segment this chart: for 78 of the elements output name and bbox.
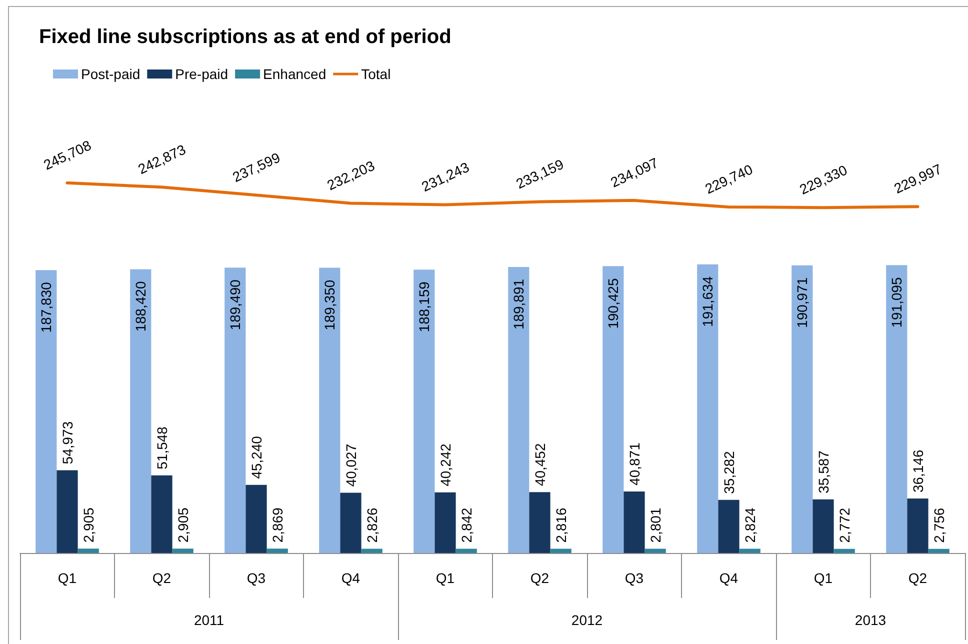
bar xyxy=(130,269,152,553)
legend-label: Post-paid xyxy=(81,66,140,82)
legend-label: Enhanced xyxy=(263,66,326,82)
data-label: 191,095 xyxy=(888,276,905,328)
bar xyxy=(246,484,267,553)
bar xyxy=(907,498,928,553)
bar xyxy=(792,265,813,553)
bar xyxy=(928,548,950,553)
bar xyxy=(718,500,740,553)
bar xyxy=(624,491,645,553)
data-label: 2,905 xyxy=(174,507,191,543)
data-label: 190,971 xyxy=(794,277,810,328)
text: 2013 xyxy=(854,612,886,628)
x-tick-label: Q1 xyxy=(436,570,455,586)
x-tick-label: Q1 xyxy=(814,570,833,586)
bar xyxy=(151,475,172,553)
bar xyxy=(78,548,99,553)
data-label: 189,490 xyxy=(227,279,244,330)
bar xyxy=(529,492,550,553)
data-label: 2,824 xyxy=(742,508,758,543)
x-tick-label: Q3 xyxy=(246,570,266,586)
data-label: 40,242 xyxy=(437,443,454,486)
data-label: 51,548 xyxy=(154,426,170,470)
data-label: 188,159 xyxy=(416,281,432,332)
bar xyxy=(434,492,456,553)
data-label: 189,350 xyxy=(322,280,338,330)
data-label: 2,826 xyxy=(364,507,380,543)
bar xyxy=(414,270,435,553)
data-label: 36,146 xyxy=(910,450,926,493)
data-label: 2,905 xyxy=(80,507,96,543)
data-label: 189,891 xyxy=(510,278,527,330)
data-label: 2,772 xyxy=(836,508,852,543)
bar xyxy=(456,548,477,553)
bar xyxy=(508,266,530,553)
data-label: 187,830 xyxy=(38,282,54,333)
data-label: 35,587 xyxy=(815,450,832,494)
bar xyxy=(266,548,288,553)
x-tick-label: Q3 xyxy=(624,570,644,586)
data-label: 54,973 xyxy=(59,421,76,464)
bar xyxy=(697,264,718,553)
data-label: 35,282 xyxy=(720,450,737,494)
bar xyxy=(56,470,78,553)
bar xyxy=(739,548,760,553)
x-tick-label: Q2 xyxy=(530,570,550,586)
bar xyxy=(644,548,666,553)
data-label: 2,756 xyxy=(930,508,947,543)
x-tick-label: Q1 xyxy=(58,570,77,586)
bar xyxy=(340,492,362,553)
data-label: 40,452 xyxy=(532,443,548,486)
bar xyxy=(319,268,340,553)
data-label: 2,816 xyxy=(552,508,569,543)
bar xyxy=(224,268,246,553)
data-label: 40,027 xyxy=(342,444,359,487)
data-label: 40,871 xyxy=(626,442,642,486)
bar xyxy=(886,265,908,553)
bar xyxy=(602,266,624,553)
x-tick-label: Q4 xyxy=(719,570,738,586)
legend-label: Pre-paid xyxy=(175,66,228,82)
bar xyxy=(172,548,194,553)
text: 2011 xyxy=(194,612,224,628)
bar xyxy=(550,548,572,553)
bar xyxy=(834,548,855,553)
bar xyxy=(361,548,382,553)
data-label: 2,869 xyxy=(269,507,286,543)
data-label: 2,842 xyxy=(458,507,474,543)
data-label: 2,801 xyxy=(647,508,664,543)
x-tick-label: Q2 xyxy=(908,570,928,586)
legend-label: Total xyxy=(361,66,391,82)
bar xyxy=(812,499,834,553)
data-label: 188,420 xyxy=(132,280,149,332)
data-label: 191,634 xyxy=(700,276,716,327)
chart-title: Fixed line subscriptions as at end of period xyxy=(39,26,452,48)
data-label: 190,425 xyxy=(605,278,622,329)
bar xyxy=(36,270,57,553)
x-tick-label: Q4 xyxy=(341,570,360,586)
text: 2012 xyxy=(571,612,603,628)
data-label: 45,240 xyxy=(248,436,264,479)
x-tick-label: Q2 xyxy=(152,570,172,586)
